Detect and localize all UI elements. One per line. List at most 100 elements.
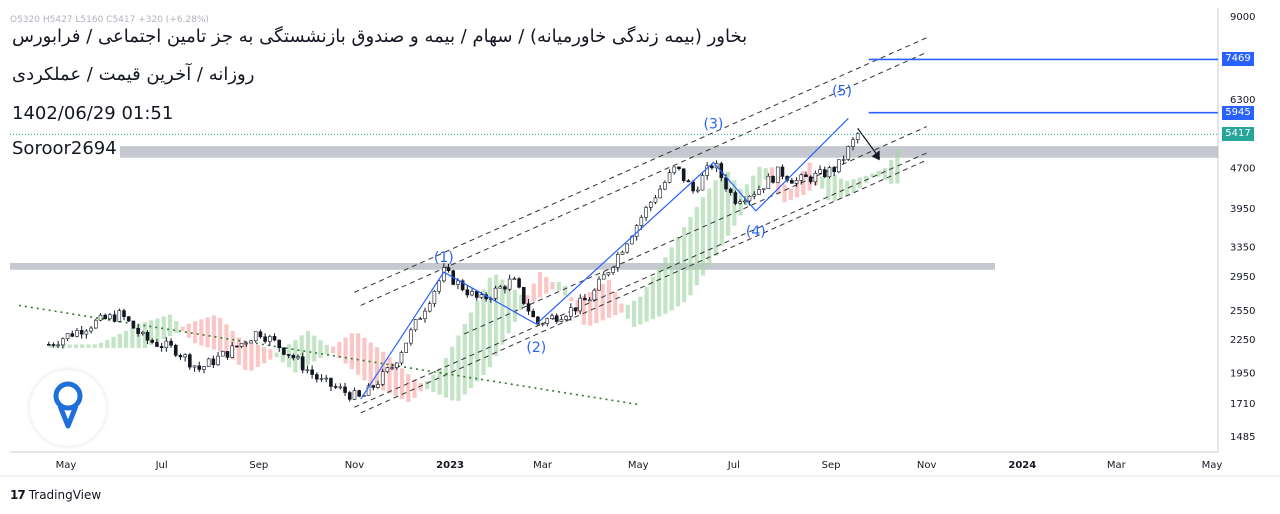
wave-label: (3) — [704, 117, 724, 133]
cloud-segment — [330, 346, 336, 354]
candle-body — [827, 167, 832, 178]
candle-body — [695, 189, 700, 192]
candle-body — [728, 188, 733, 193]
cloud-segment — [782, 184, 787, 203]
candle-body — [648, 201, 653, 208]
candle-body — [761, 188, 766, 191]
cloud-segment — [236, 337, 242, 365]
cloud-segment — [801, 171, 806, 196]
candle-body — [145, 331, 150, 341]
candle-body — [79, 330, 84, 335]
x-tick-label: Mar — [533, 460, 553, 471]
candle-body — [51, 344, 56, 346]
candle-body — [601, 274, 606, 280]
candle-body — [253, 331, 258, 342]
candle-body — [296, 356, 300, 359]
candle-body — [357, 390, 361, 397]
x-tick-label: Sep — [249, 460, 268, 471]
y-tick-label: 1710 — [1230, 399, 1255, 410]
candle-body — [667, 172, 672, 183]
cloud-segment — [682, 227, 687, 303]
candle-body — [597, 278, 601, 291]
cloud-segment — [493, 274, 499, 356]
candle-body — [249, 340, 253, 344]
cloud-segment — [462, 324, 467, 395]
cloud-segment — [362, 337, 367, 381]
ohlc-readout: O5320 H5427 L5160 C5417 +320 (+6.28%) — [10, 15, 209, 25]
cloud-segment — [356, 333, 361, 375]
cloud-segment — [192, 321, 198, 344]
candle-body — [554, 315, 559, 322]
cloud-segment — [186, 323, 191, 338]
candle-body — [329, 377, 333, 387]
candle-body — [512, 278, 517, 281]
candle-body — [663, 182, 667, 190]
y-tick-label: 2250 — [1230, 335, 1255, 346]
candle-body — [460, 280, 465, 291]
x-tick-label: May — [628, 460, 649, 471]
candle-body — [470, 291, 474, 296]
wave-label: (5) — [832, 83, 852, 99]
candle-body — [235, 345, 239, 348]
candle-body — [569, 307, 573, 317]
cloud-segment — [763, 168, 768, 180]
cloud-segment — [406, 374, 411, 402]
candle-body — [573, 307, 578, 312]
wave-label: (4) — [746, 224, 766, 240]
candle-body — [653, 197, 658, 203]
cloud-segment — [688, 216, 693, 296]
candle-body — [531, 310, 535, 318]
candle-body — [141, 331, 145, 334]
candle-body — [413, 319, 418, 331]
cloud-segment — [205, 317, 210, 348]
chart-datetime: 1402/06/29 01:51 — [10, 103, 176, 124]
x-tick-label: Mar — [1107, 460, 1127, 471]
cloud-segment — [650, 276, 655, 320]
cloud-segment — [713, 180, 718, 256]
tradingview-logo[interactable]: 17 TradingView — [10, 488, 101, 502]
candle-body — [724, 177, 728, 190]
logo-icon — [53, 381, 83, 429]
candle-body — [550, 315, 554, 320]
candle-body — [380, 371, 385, 385]
cloud-segment — [550, 282, 555, 290]
candle-body — [272, 336, 277, 341]
candle-body — [611, 267, 615, 273]
candle-body — [263, 336, 267, 342]
cloud-segment — [211, 315, 216, 350]
cloud-segment — [431, 374, 436, 392]
cloud-segment — [675, 237, 681, 307]
cloud-segment — [425, 381, 430, 390]
candle-body — [771, 175, 775, 183]
x-tick-label: 2024 — [1008, 460, 1036, 471]
candle-body — [738, 201, 742, 204]
candle-body — [423, 310, 427, 319]
x-tick-label: Jul — [727, 460, 740, 471]
cloud-segment — [625, 304, 630, 319]
candle-body — [117, 310, 122, 322]
candle-body — [658, 188, 662, 199]
trend-channels — [18, 37, 927, 414]
candle-body — [230, 345, 234, 358]
candle-body — [813, 172, 818, 183]
candle-body — [183, 354, 187, 358]
cloud-segment — [293, 339, 298, 373]
channel-line — [360, 51, 927, 306]
cloud-segment — [117, 334, 122, 348]
candle-body — [526, 303, 531, 312]
candle-body — [498, 286, 503, 289]
candle-body — [672, 166, 677, 173]
price-badge-last: 5417 — [1222, 127, 1254, 142]
cloud-segment — [638, 296, 643, 325]
candle-body — [70, 333, 75, 337]
candle-body — [239, 342, 244, 347]
channel-line — [463, 126, 927, 335]
cloud-segment — [719, 171, 724, 246]
y-axis-ticks: 9000 6300 4700 3950 3350 2950 2550 2250 1950 1710… — [1230, 12, 1255, 443]
candle-body — [559, 319, 564, 322]
x-tick-label: 2023 — [436, 460, 464, 471]
candle-body — [169, 340, 173, 346]
candle-body — [155, 342, 159, 347]
cloud-segment — [788, 188, 793, 200]
